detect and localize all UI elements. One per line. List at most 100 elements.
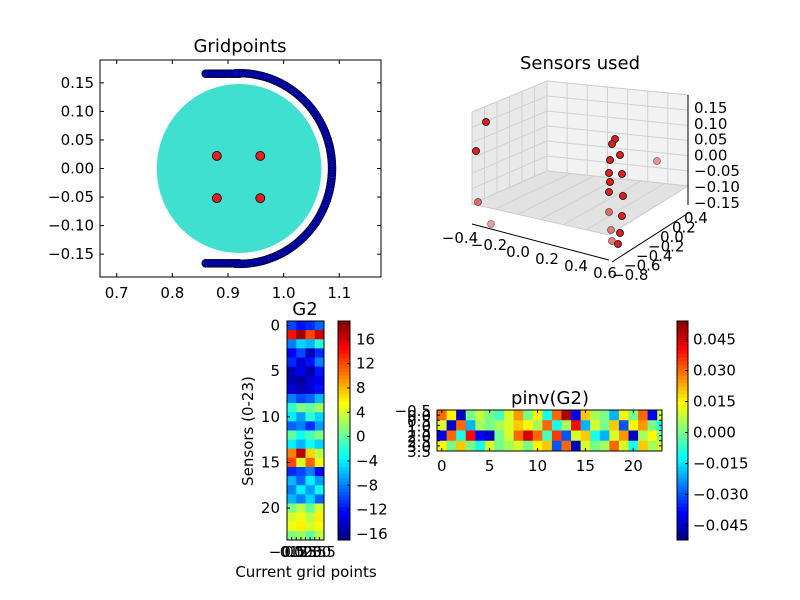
pinv-cell <box>446 430 457 442</box>
pinv-colorbar-band <box>677 335 688 340</box>
g2-colorbar-band <box>338 386 350 391</box>
g2-cell <box>296 457 306 468</box>
pinv-cell <box>590 440 601 452</box>
g2-colorbar-band <box>338 415 350 421</box>
g2-cell <box>305 384 316 395</box>
y-tick-label: −0.6 <box>624 257 660 275</box>
g2-colorbar-band <box>338 521 350 526</box>
pinv-cell <box>532 440 543 452</box>
y-tick-label: 2.0 <box>407 428 431 446</box>
g2-cell <box>296 448 306 459</box>
g2-cell <box>314 403 325 413</box>
pinv-colorbar-band <box>677 532 688 537</box>
sensor-point <box>605 208 613 216</box>
pinv-cell <box>561 420 572 431</box>
pinv-cell <box>532 420 543 431</box>
g2-colorbar-band <box>338 434 350 439</box>
g2-colorbar-band <box>338 441 350 446</box>
colorbar-tick-label: −16 <box>356 525 388 543</box>
g2-cell <box>314 530 325 541</box>
y-tick-label: 0.10 <box>61 102 94 120</box>
g2-cell <box>305 521 316 532</box>
g2-colorbar-band <box>338 419 350 424</box>
pinv-colorbar <box>677 321 688 541</box>
g2-cell <box>287 521 297 532</box>
pinv-colorbar-band <box>677 397 688 402</box>
g2-cell <box>314 321 325 331</box>
pinv-cell <box>618 420 629 431</box>
g2-cell <box>287 467 297 477</box>
pinv-cell <box>532 410 543 421</box>
g2-cell <box>287 457 297 468</box>
pinv-colorbar-band <box>677 470 688 475</box>
pinv-cell <box>437 430 447 442</box>
x-tick-label: 1.0 <box>272 284 296 302</box>
pinv-cell <box>542 420 553 431</box>
pinv-colorbar-band <box>677 412 688 417</box>
y-tick-label: 10 <box>261 408 280 426</box>
g2-colorbar-band <box>338 499 350 504</box>
pinv-colorbar-band <box>677 481 688 486</box>
sensor-point <box>482 118 490 126</box>
pinv-cell <box>638 420 649 431</box>
pinv-cell <box>580 410 591 421</box>
sensors-y-axis-line <box>611 211 691 263</box>
colorbar-tick-label: −0.030 <box>693 486 749 504</box>
g2-colorbar-frame <box>337 320 351 541</box>
g2-colorbar-band <box>338 481 350 486</box>
pinv-cell <box>638 410 649 421</box>
pinv-cell <box>542 410 553 421</box>
pinv-cell <box>475 410 486 421</box>
y-tick-label: 0.2 <box>672 219 696 237</box>
pinv-cell <box>475 420 486 431</box>
g2-cell <box>287 330 297 340</box>
g2-cell <box>287 339 297 349</box>
sensors-x-axis-line <box>471 223 610 261</box>
g2-colorbar-band <box>338 507 350 512</box>
y-tick-label: 0.5 <box>407 412 431 430</box>
sensor-point <box>474 198 482 206</box>
g2-panel: G2 0 5 10 15 20 −0.50.00.51.01.52.02.53.03.5… <box>235 299 387 581</box>
g2-cell <box>296 348 306 358</box>
pinv-cell <box>504 410 514 421</box>
pinv-cell <box>647 440 658 452</box>
g2-colorbar-band <box>338 426 350 431</box>
g2-cell <box>305 448 316 459</box>
pinv-colorbar-band <box>677 448 688 453</box>
x-tick-label: 0.2 <box>535 250 559 268</box>
g2-colorbar-band <box>338 372 350 377</box>
z-tick-label: 0.00 <box>694 146 727 164</box>
x-tick-label: 0.0 <box>506 243 530 261</box>
pinv-colorbar-band <box>677 467 688 472</box>
sensors-title: Sensors used <box>520 53 640 74</box>
g2-cell <box>296 512 306 523</box>
g2-colorbar-band <box>338 375 350 380</box>
g2-colorbar-band <box>338 510 350 515</box>
pinv-cell <box>465 440 476 452</box>
pinv-cell <box>456 430 467 442</box>
current-gridpoint <box>211 151 222 161</box>
y-tick-label: 5 <box>270 362 280 380</box>
y-tick-label: 0.15 <box>61 74 94 92</box>
colorbar-tick-label: −0.015 <box>693 455 749 473</box>
pinv-cell <box>561 440 572 452</box>
sensor-point <box>614 240 622 248</box>
pinv-colorbar-band <box>677 514 688 519</box>
x-tick-label: 0.5 <box>284 543 308 561</box>
g2-cell <box>287 348 297 358</box>
g2-cell <box>296 384 306 395</box>
pinv-cell <box>504 430 514 442</box>
g2-colorbar-band <box>338 412 350 417</box>
g2-cell <box>305 375 316 386</box>
colorbar-tick-label: 0 <box>356 428 366 446</box>
pinv-colorbar-band <box>677 456 688 461</box>
g2-colorbar-band <box>338 474 350 479</box>
pinv-cell <box>523 430 534 442</box>
g2-cell <box>314 457 325 468</box>
pinv-colorbar-band <box>677 510 688 515</box>
pinv-colorbar-band <box>677 488 688 494</box>
g2-cell <box>287 375 297 386</box>
x-tick-label: 5 <box>485 457 495 475</box>
pinv-cell <box>475 430 486 442</box>
